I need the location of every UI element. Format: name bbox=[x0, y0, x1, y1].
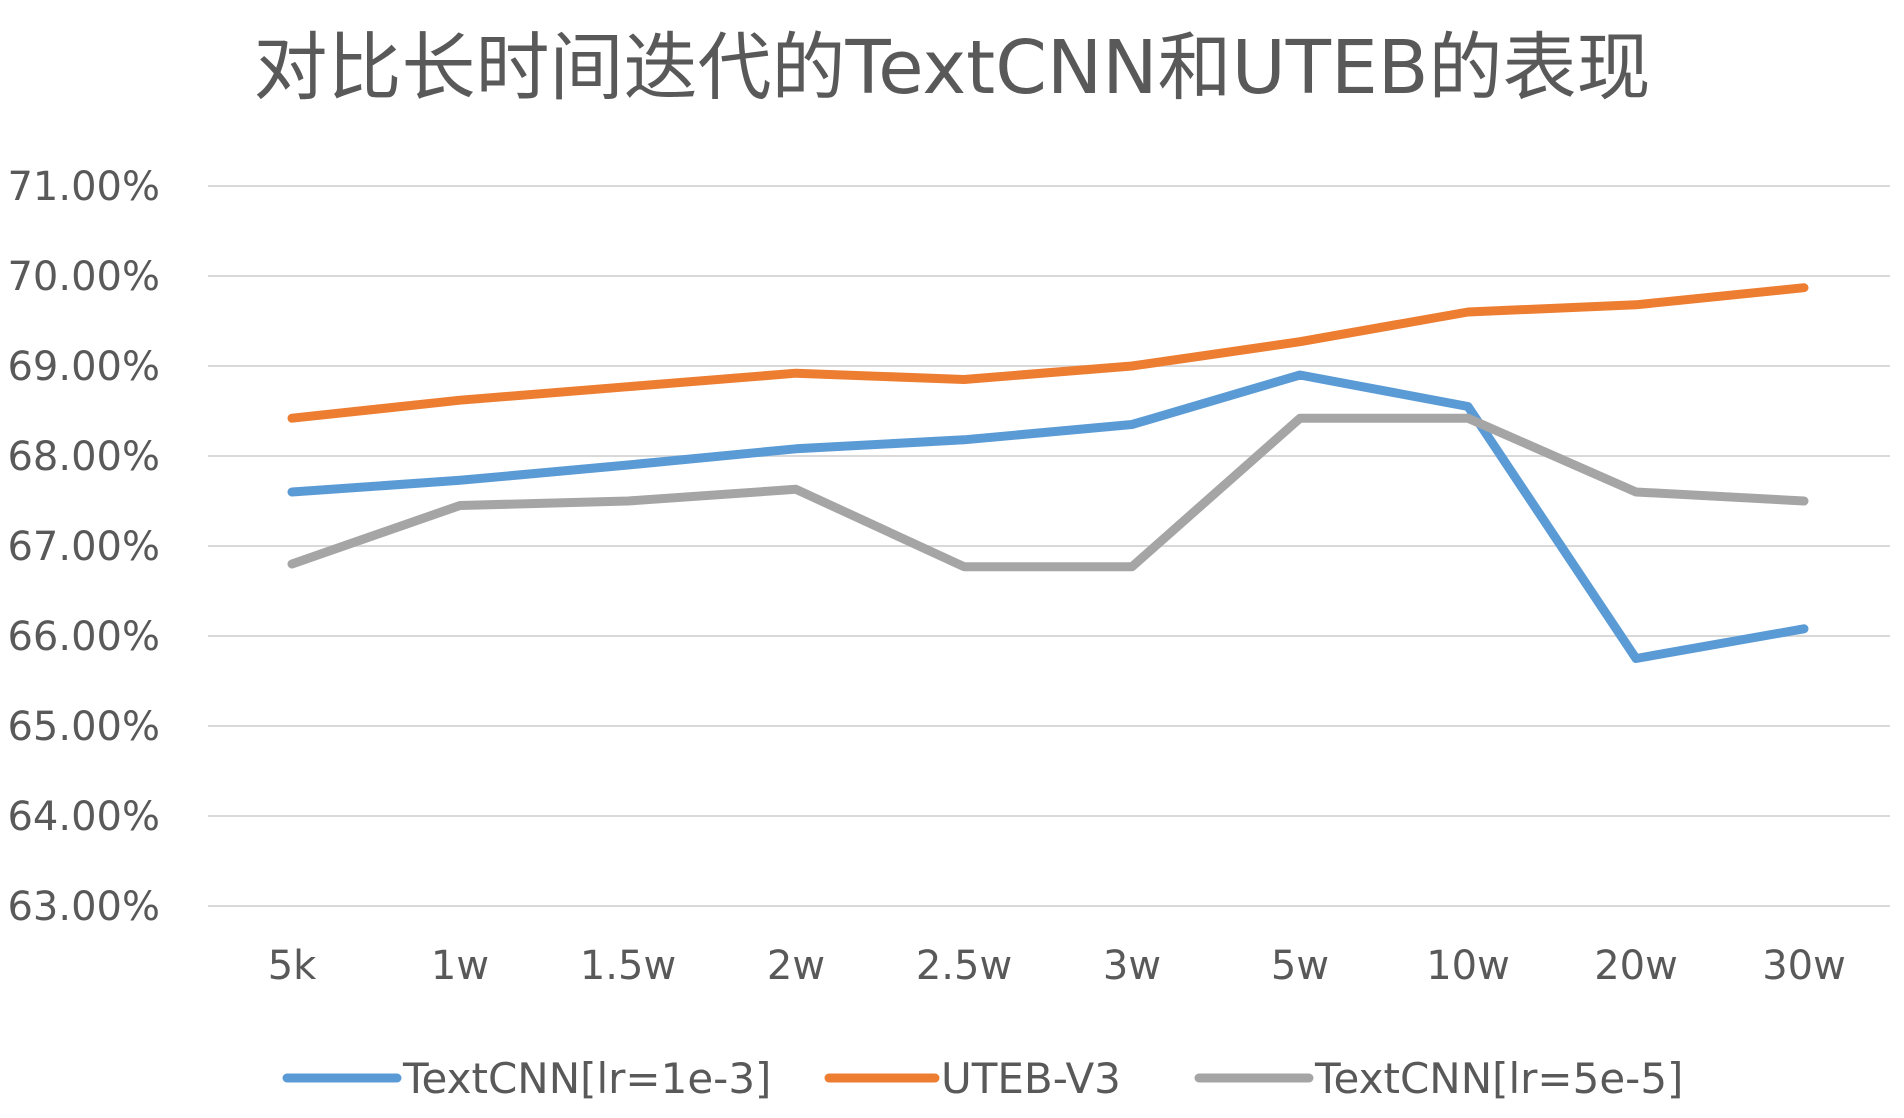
legend: TextCNN[lr=1e-3] UTEB-V3 TextCNN[lr=5e-5] bbox=[282, 1054, 1683, 1103]
x-tick-label: 2.5w bbox=[916, 943, 1012, 989]
y-tick-label: 64.00% bbox=[7, 794, 160, 840]
y-tick-label: 67.00% bbox=[7, 524, 160, 570]
y-tick-label: 66.00% bbox=[7, 614, 160, 660]
y-axis-tick-labels: 71.00% 70.00% 69.00% 68.00% 67.00% 66.00% 65.0… bbox=[7, 164, 160, 930]
y-tick-label: 69.00% bbox=[7, 344, 160, 390]
chart-title: 对比长时间迭代的TextCNN和UTEB的表现 bbox=[254, 25, 1651, 111]
y-tick-label: 68.00% bbox=[7, 434, 160, 480]
x-tick-label: 1w bbox=[431, 943, 489, 989]
x-tick-label: 5w bbox=[1271, 943, 1329, 989]
y-tick-label: 70.00% bbox=[7, 254, 160, 300]
x-tick-label: 30w bbox=[1762, 943, 1846, 989]
series-line-1 bbox=[287, 370, 1809, 663]
x-tick-label: 5k bbox=[268, 943, 317, 989]
y-tick-label: 71.00% bbox=[7, 164, 160, 210]
series-line-2 bbox=[287, 283, 1809, 423]
x-axis-tick-labels: 5k 1w 1.5w 2w 2.5w 3w 5w 10w 20w 30w bbox=[268, 943, 1846, 989]
series-layer bbox=[287, 283, 1809, 663]
x-tick-label: 2w bbox=[767, 943, 825, 989]
x-tick-label: 20w bbox=[1594, 943, 1678, 989]
legend-item-2: UTEB-V3 bbox=[824, 1054, 1121, 1103]
legend-item-3: TextCNN[lr=5e-5] bbox=[1194, 1054, 1683, 1103]
y-tick-label: 65.00% bbox=[7, 704, 160, 750]
legend-label: UTEB-V3 bbox=[941, 1054, 1121, 1103]
x-tick-label: 10w bbox=[1426, 943, 1510, 989]
y-tick-label: 63.00% bbox=[7, 884, 160, 930]
grid-layer bbox=[208, 185, 1890, 907]
x-tick-label: 3w bbox=[1103, 943, 1161, 989]
legend-label: TextCNN[lr=1e-3] bbox=[402, 1054, 771, 1103]
legend-label: TextCNN[lr=5e-5] bbox=[1314, 1054, 1683, 1103]
series-line-3 bbox=[287, 413, 1809, 572]
legend-item-1: TextCNN[lr=1e-3] bbox=[282, 1054, 771, 1103]
x-tick-label: 1.5w bbox=[580, 943, 676, 989]
